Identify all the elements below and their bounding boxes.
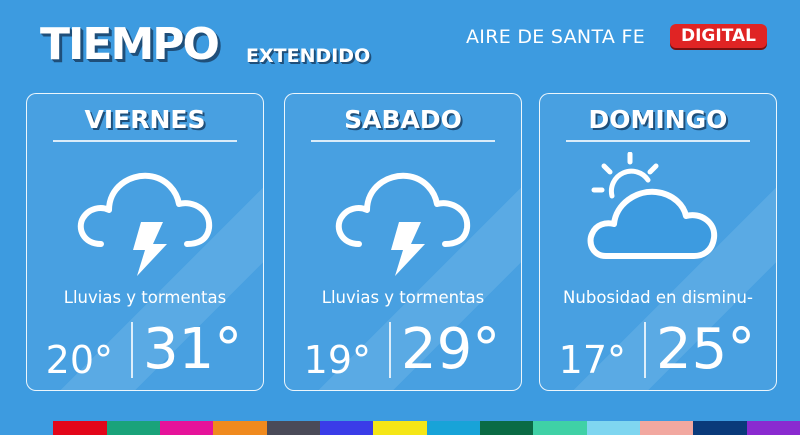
color-strip-segment	[106, 421, 160, 435]
color-strip-segment	[373, 421, 427, 435]
brand-name: AIRE DE SANTA FE	[466, 26, 646, 48]
color-strip-segment	[0, 421, 54, 435]
temperature-divider	[131, 322, 133, 378]
storm-cloud-icon	[329, 152, 479, 277]
forecast-card-sabado: SABADO Lluvias y tormentas 19° 29°	[284, 93, 522, 391]
forecast-card-viernes: VIERNES Lluvias y tormentas 20° 31°	[26, 93, 264, 391]
color-strip-segment	[533, 421, 587, 435]
color-strip-segment	[479, 421, 534, 435]
color-strip-segment	[53, 421, 107, 435]
storm-cloud-icon	[71, 152, 221, 277]
digital-badge: DIGITAL	[670, 24, 767, 48]
page-title: TIEMPO	[40, 19, 220, 70]
partly-cloudy-icon	[584, 151, 734, 277]
weather-description: Lluvias y tormentas	[63, 288, 227, 307]
color-strip-segment	[266, 421, 320, 435]
max-temperature: 31°	[143, 317, 243, 382]
day-label: DOMINGO	[588, 105, 728, 134]
day-label: VIERNES	[84, 105, 206, 134]
divider	[566, 140, 750, 142]
color-strip-segment	[159, 421, 214, 435]
page-subtitle: EXTENDIDO	[246, 45, 371, 67]
min-temperature: 19°	[303, 338, 371, 382]
color-strip-segment	[746, 421, 800, 435]
color-strip-segment	[693, 421, 747, 435]
color-strip	[0, 421, 800, 435]
forecast-card-domingo: DOMINGO Nubosidad en disminu- 17° 25°	[539, 93, 777, 391]
color-strip-segment	[426, 421, 480, 435]
max-temperature: 29°	[401, 317, 501, 382]
temperature-divider	[644, 322, 646, 378]
weather-description: Nubosidad en disminu-	[563, 288, 753, 307]
color-strip-segment	[639, 421, 694, 435]
min-temperature: 17°	[558, 338, 626, 382]
max-temperature: 25°	[656, 317, 756, 382]
color-strip-segment	[586, 421, 640, 435]
divider	[311, 140, 495, 142]
weather-description: Lluvias y tormentas	[321, 288, 485, 307]
color-strip-segment	[319, 421, 374, 435]
color-strip-segment	[213, 421, 267, 435]
divider	[53, 140, 237, 142]
min-temperature: 20°	[45, 338, 113, 382]
temperature-divider	[389, 322, 391, 378]
day-label: SABADO	[344, 105, 462, 134]
